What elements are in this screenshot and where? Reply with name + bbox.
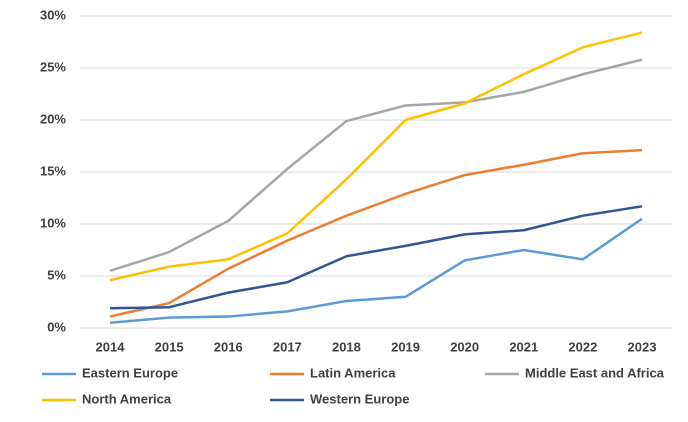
series-line [109, 205, 643, 310]
y-tick-label: 20% [40, 111, 66, 126]
y-tick-label: 25% [40, 59, 66, 74]
legend-label: Middle East and Africa [525, 365, 665, 380]
legend-label: Western Europe [310, 391, 409, 406]
x-tick-label: 2020 [450, 339, 479, 354]
series-line [109, 148, 643, 318]
legend-label: North America [82, 391, 172, 406]
y-tick-label: 10% [40, 215, 66, 230]
x-tick-label: 2016 [214, 339, 243, 354]
legend-label: Eastern Europe [82, 365, 178, 380]
series-line [109, 31, 643, 282]
x-tick-label: 2023 [628, 339, 657, 354]
x-tick-label: 2021 [509, 339, 538, 354]
y-tick-label: 30% [40, 7, 66, 22]
y-tick-label: 0% [47, 319, 66, 334]
x-tick-label: 2014 [96, 339, 126, 354]
series-line [109, 58, 643, 272]
x-tick-label: 2019 [391, 339, 420, 354]
legend-label: Latin America [310, 365, 396, 380]
x-tick-label: 2017 [273, 339, 302, 354]
x-tick-label: 2018 [332, 339, 361, 354]
y-tick-label: 5% [47, 267, 66, 282]
x-tick-label: 2022 [568, 339, 597, 354]
x-tick-label: 2015 [155, 339, 184, 354]
y-tick-label: 15% [40, 163, 66, 178]
series-line [109, 217, 643, 325]
